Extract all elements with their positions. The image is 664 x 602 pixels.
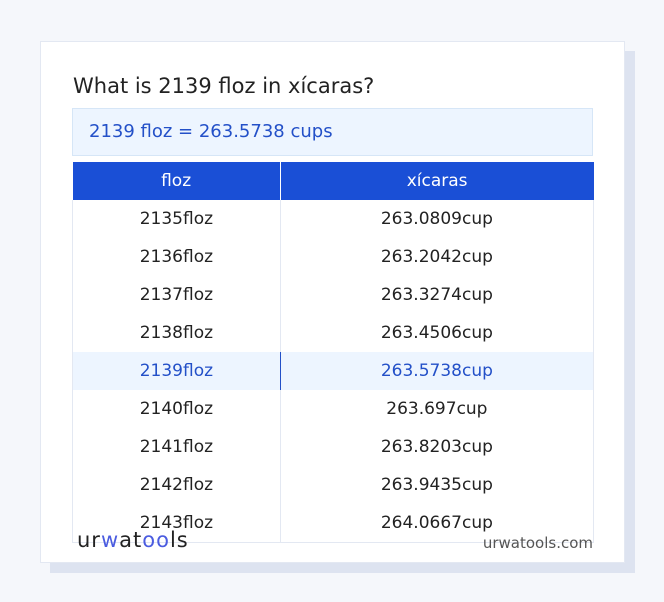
table-row: 2140floz 263.697cup: [72, 390, 595, 428]
cell-xicaras: 263.5738cup: [279, 352, 595, 390]
site-link[interactable]: urwatools.com: [482, 534, 593, 552]
conversion-table: floz xícaras 2135floz 263.0809cup 2136floz…: [72, 162, 595, 543]
cell-floz: 2142floz: [72, 466, 281, 504]
cell-floz: 2139floz: [72, 352, 281, 390]
table-row: 2137floz 263.3274cup: [72, 276, 595, 314]
cell-xicaras: 263.8203cup: [279, 428, 595, 466]
table-row: 2143floz 264.0667cup: [72, 504, 595, 543]
cell-xicaras: 263.697cup: [279, 390, 595, 428]
cell-floz: 2141floz: [72, 428, 281, 466]
urwatools-logo[interactable]: urwatools: [77, 528, 189, 552]
cell-xicaras: 263.0809cup: [279, 200, 595, 238]
table-row: 2136floz 263.2042cup: [72, 238, 595, 276]
cell-floz: 2135floz: [72, 200, 281, 238]
cell-xicaras: 263.9435cup: [279, 466, 595, 504]
cell-floz: 2137floz: [72, 276, 281, 314]
cell-xicaras: 263.4506cup: [279, 314, 595, 352]
table-row: 2142floz 263.9435cup: [72, 466, 595, 504]
cell-floz: 2143floz: [72, 504, 281, 543]
column-header-xicaras: xícaras: [279, 162, 594, 200]
table-row: 2139floz 263.5738cup: [72, 352, 595, 390]
cell-floz: 2138floz: [72, 314, 281, 352]
conversion-result: 2139 floz = 263.5738 cups: [72, 108, 593, 156]
cell-floz: 2136floz: [72, 238, 281, 276]
column-header-floz: floz: [72, 162, 281, 200]
cell-xicaras: 264.0667cup: [279, 504, 595, 543]
table-row: 2135floz 263.0809cup: [72, 200, 595, 238]
cell-xicaras: 263.3274cup: [279, 276, 595, 314]
cell-floz: 2140floz: [72, 390, 281, 428]
table-row: 2138floz 263.4506cup: [72, 314, 595, 352]
page-title: What is 2139 floz in xícaras?: [73, 74, 375, 98]
converter-card: What is 2139 floz in xícaras? 2139 floz …: [40, 41, 625, 563]
cell-xicaras: 263.2042cup: [279, 238, 595, 276]
table-row: 2141floz 263.8203cup: [72, 428, 595, 466]
